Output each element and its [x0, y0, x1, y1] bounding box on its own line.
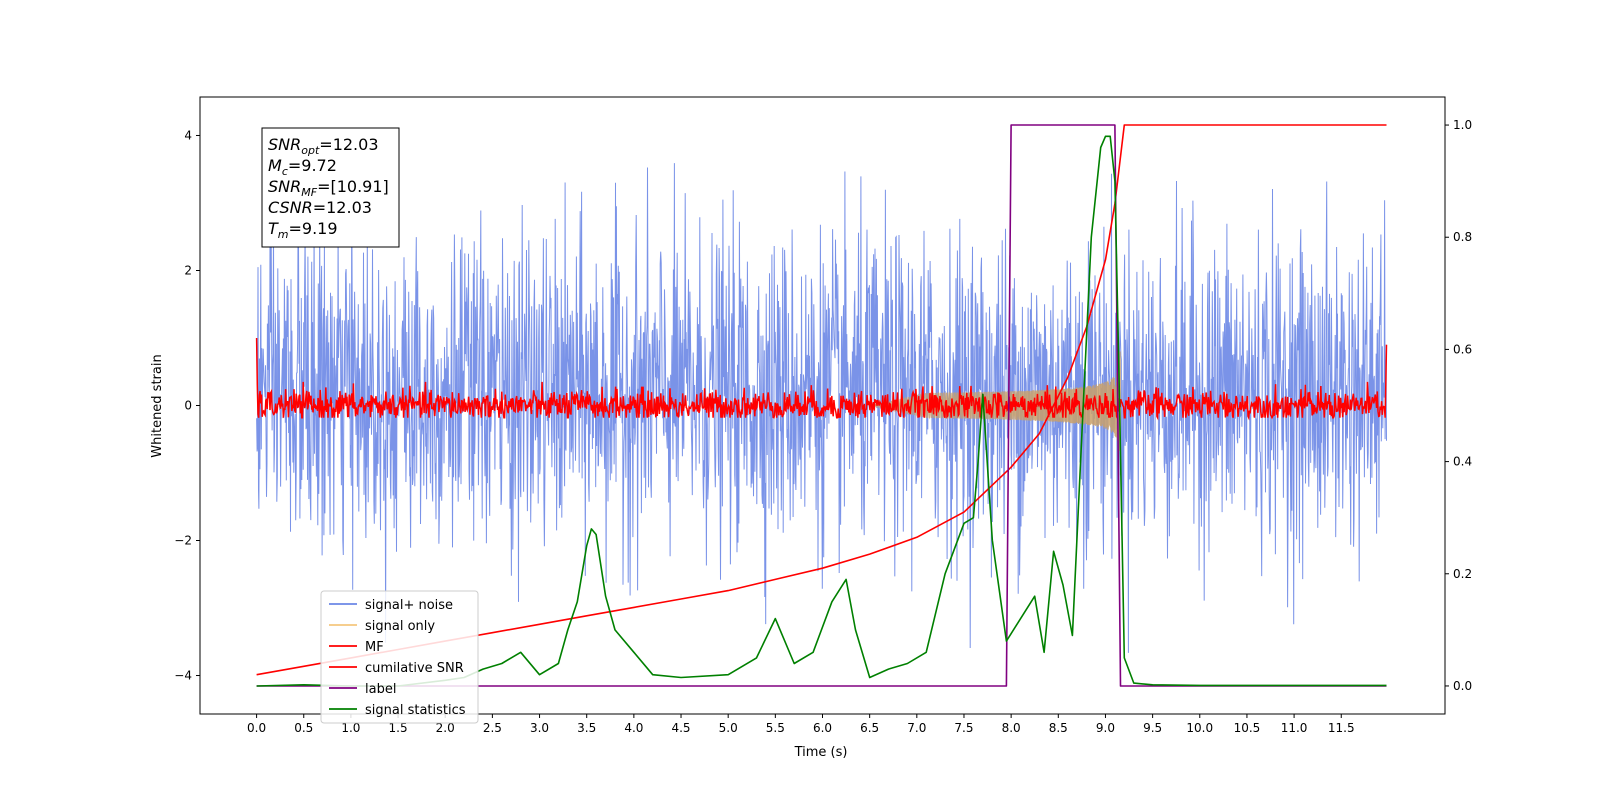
x-tick-label: 10.5: [1234, 721, 1261, 735]
x-tick-label: 3.5: [577, 721, 596, 735]
y2-tick-label: 0.4: [1453, 455, 1472, 469]
x-tick-label: 8.5: [1049, 721, 1068, 735]
x-tick-label: 4.0: [624, 721, 643, 735]
x-tick-label: 1.5: [389, 721, 408, 735]
series-mf: [255, 337, 1388, 421]
x-tick-label: 6.5: [860, 721, 879, 735]
y-axis-left: −4 −2 0 2 4: [174, 128, 200, 683]
legend-item: signal only: [365, 619, 435, 634]
y-tick-label: 2: [184, 263, 192, 277]
legend: signal+ noise signal only MF cumilative SNR…: [320, 590, 479, 724]
annotation-line: CSNR=12.03: [268, 198, 372, 217]
x-tick-label: 8.0: [1002, 721, 1021, 735]
annotation-line: SNRopt=12.03: [268, 135, 379, 157]
series-signal-statistics: [256, 135, 1387, 687]
legend-item: signal+ noise: [365, 598, 453, 613]
x-tick-label: 7.5: [954, 721, 973, 735]
legend-frame: [320, 590, 479, 724]
legend-item: MF: [365, 640, 384, 655]
x-tick-label: 1.0: [341, 721, 360, 735]
x-tick-label: 2.5: [483, 721, 502, 735]
series-signal-only: [869, 351, 1121, 476]
series-label: [256, 124, 1387, 687]
series-signal-noise: [256, 162, 1387, 653]
y-tick-label: −4: [174, 669, 192, 683]
y2-tick-label: 0.8: [1453, 230, 1472, 244]
y2-tick-label: 0.6: [1453, 342, 1472, 356]
annotation-line: Tm=9.19: [268, 219, 338, 241]
y-tick-label: −2: [174, 534, 192, 548]
x-tick-label: 3.0: [530, 721, 549, 735]
x-tick-label: 11.5: [1328, 721, 1355, 735]
y-tick-label: 0: [184, 399, 192, 413]
x-tick-label: 4.5: [671, 721, 690, 735]
legend-item: signal statistics: [365, 703, 466, 718]
y2-tick-label: 0.2: [1453, 567, 1472, 581]
legend-item: cumilative SNR: [365, 661, 464, 676]
y-tick-label: 4: [184, 128, 192, 142]
x-tick-label: 7.0: [907, 721, 926, 735]
y2-tick-label: 0.0: [1453, 679, 1472, 693]
x-tick-label: 0.0: [247, 721, 266, 735]
x-axis: 0.0 0.5 1.0 1.5 2.0 2.5 3.0 3.5 4.0 4.5 5.0 5.5 6.0 6…: [247, 714, 1355, 735]
x-tick-label: 9.0: [1096, 721, 1115, 735]
x-axis-label: Time (s): [794, 745, 848, 760]
annotation-frame: [261, 127, 400, 248]
x-tick-label: 11.0: [1281, 721, 1308, 735]
y-axis-label: Whitened strain: [150, 354, 165, 457]
legend-item: label: [365, 682, 396, 697]
annotation-line: Mc=9.72: [268, 156, 337, 178]
x-tick-label: 9.5: [1143, 721, 1162, 735]
annotation-box: SNRopt=12.03Mc=9.72SNRMF=[10.91]CSNR=12.…: [261, 127, 400, 248]
y-axis-right: 0.0 0.2 0.4 0.6 0.8 1.0: [1445, 118, 1472, 693]
x-tick-label: 0.5: [294, 721, 313, 735]
x-tick-label: 5.5: [766, 721, 785, 735]
x-tick-label: 5.0: [719, 721, 738, 735]
y2-tick-label: 1.0: [1453, 118, 1472, 132]
x-tick-label: 10.0: [1186, 721, 1213, 735]
annotation-line: SNRMF=[10.91]: [268, 177, 389, 199]
x-tick-label: 6.0: [813, 721, 832, 735]
x-tick-label: 2.0: [436, 721, 455, 735]
